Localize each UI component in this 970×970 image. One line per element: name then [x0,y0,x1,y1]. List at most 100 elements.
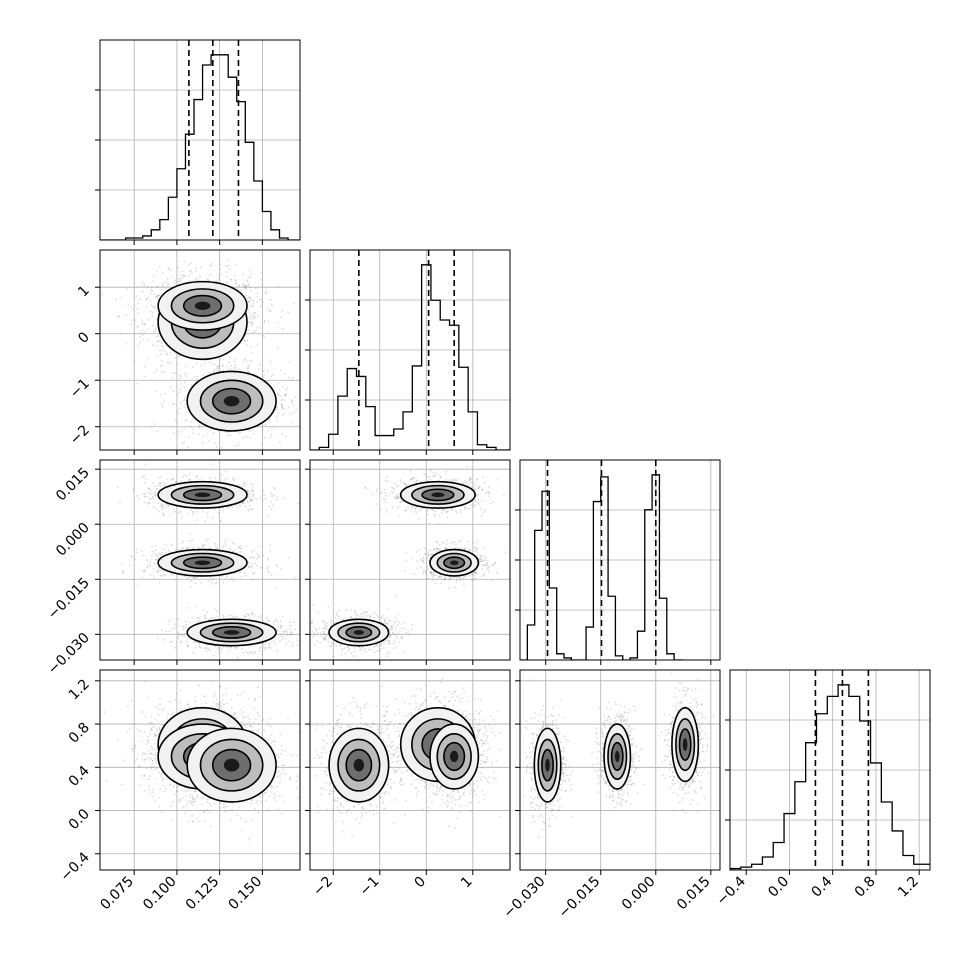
sample-point [205,644,208,646]
sample-point [163,638,166,641]
sample-point [233,549,236,551]
sample-point [399,479,402,481]
sample-point [270,574,273,576]
sample-point [243,359,245,362]
sample-point [311,420,313,422]
sample-point [285,630,287,633]
sample-point [481,488,484,491]
sample-point [276,406,278,409]
sample-point [196,377,199,380]
sample-point [215,367,218,370]
sample-point [397,514,400,517]
sample-point [159,485,162,488]
sample-point [190,580,193,582]
sample-point [158,569,160,572]
sample-point [274,426,276,429]
sample-point [190,509,193,512]
sample-point [251,489,253,492]
sample-point [184,403,187,406]
sample-point [187,644,190,647]
sample-point [280,433,283,436]
sample-point [220,520,222,522]
sample-point [192,432,195,435]
sample-point [386,511,389,513]
sample-point [281,638,284,641]
sample-point [249,650,251,653]
sample-point [228,549,231,551]
sample-point [453,479,456,482]
sample-point [243,616,246,618]
sample-point [226,259,229,261]
sample-point [186,645,189,648]
sample-point [414,508,417,510]
sample-point [252,302,255,305]
sample-point [479,485,481,488]
sample-point [427,513,429,516]
sample-point [288,640,291,643]
sample-point [254,562,257,565]
panel-content [100,40,300,240]
sample-point [484,509,487,512]
sample-point [280,568,283,571]
sample-point [285,393,288,395]
sample-point [180,641,183,644]
sample-point [196,576,198,579]
sample-point [225,577,227,580]
sample-point [186,577,189,580]
sample-point [252,315,254,318]
sample-point [400,500,403,503]
sample-point [397,506,400,509]
sample-point [160,353,163,356]
sample-point [267,565,269,568]
sample-point [196,620,198,623]
sample-point [152,324,154,327]
sample-point [253,615,256,617]
y-tick-label: −1 [67,376,93,402]
sample-point [154,305,157,308]
sample-point [164,351,167,353]
sample-point [211,517,214,520]
sample-point [409,469,412,472]
sample-point [466,480,469,483]
sample-point [211,617,213,620]
sample-point [198,427,201,429]
sample-point [446,516,449,519]
sample-point [251,304,254,307]
sample-point [413,481,415,484]
sample-point [175,481,177,484]
sample-point [153,493,156,495]
sample-point [264,423,267,426]
sample-point [269,310,272,313]
sample-point [244,339,246,342]
sample-point [173,281,176,284]
sample-point [250,556,253,559]
sample-point [166,284,169,287]
sample-point [405,509,407,512]
sample-point [465,482,467,484]
sample-point [291,377,294,379]
sample-point [167,621,170,623]
sample-point [222,581,225,584]
sample-point [275,619,278,622]
sample-point [463,507,466,510]
sample-point [175,481,177,483]
sample-point [248,614,250,617]
sample-point [157,334,159,337]
sample-point [161,504,164,507]
sample-point [161,345,164,348]
sample-point [206,512,209,515]
sample-point [492,501,495,503]
sample-point [379,509,382,511]
sample-point [174,510,177,513]
sample-point [274,642,276,644]
sample-point [163,574,166,576]
sample-point [237,443,240,446]
sample-point [403,482,406,484]
sample-point [488,491,490,494]
sample-point [252,484,255,486]
sample-point [263,321,266,324]
sample-point [204,544,206,546]
sample-point [150,558,153,561]
sample-point [101,293,103,296]
